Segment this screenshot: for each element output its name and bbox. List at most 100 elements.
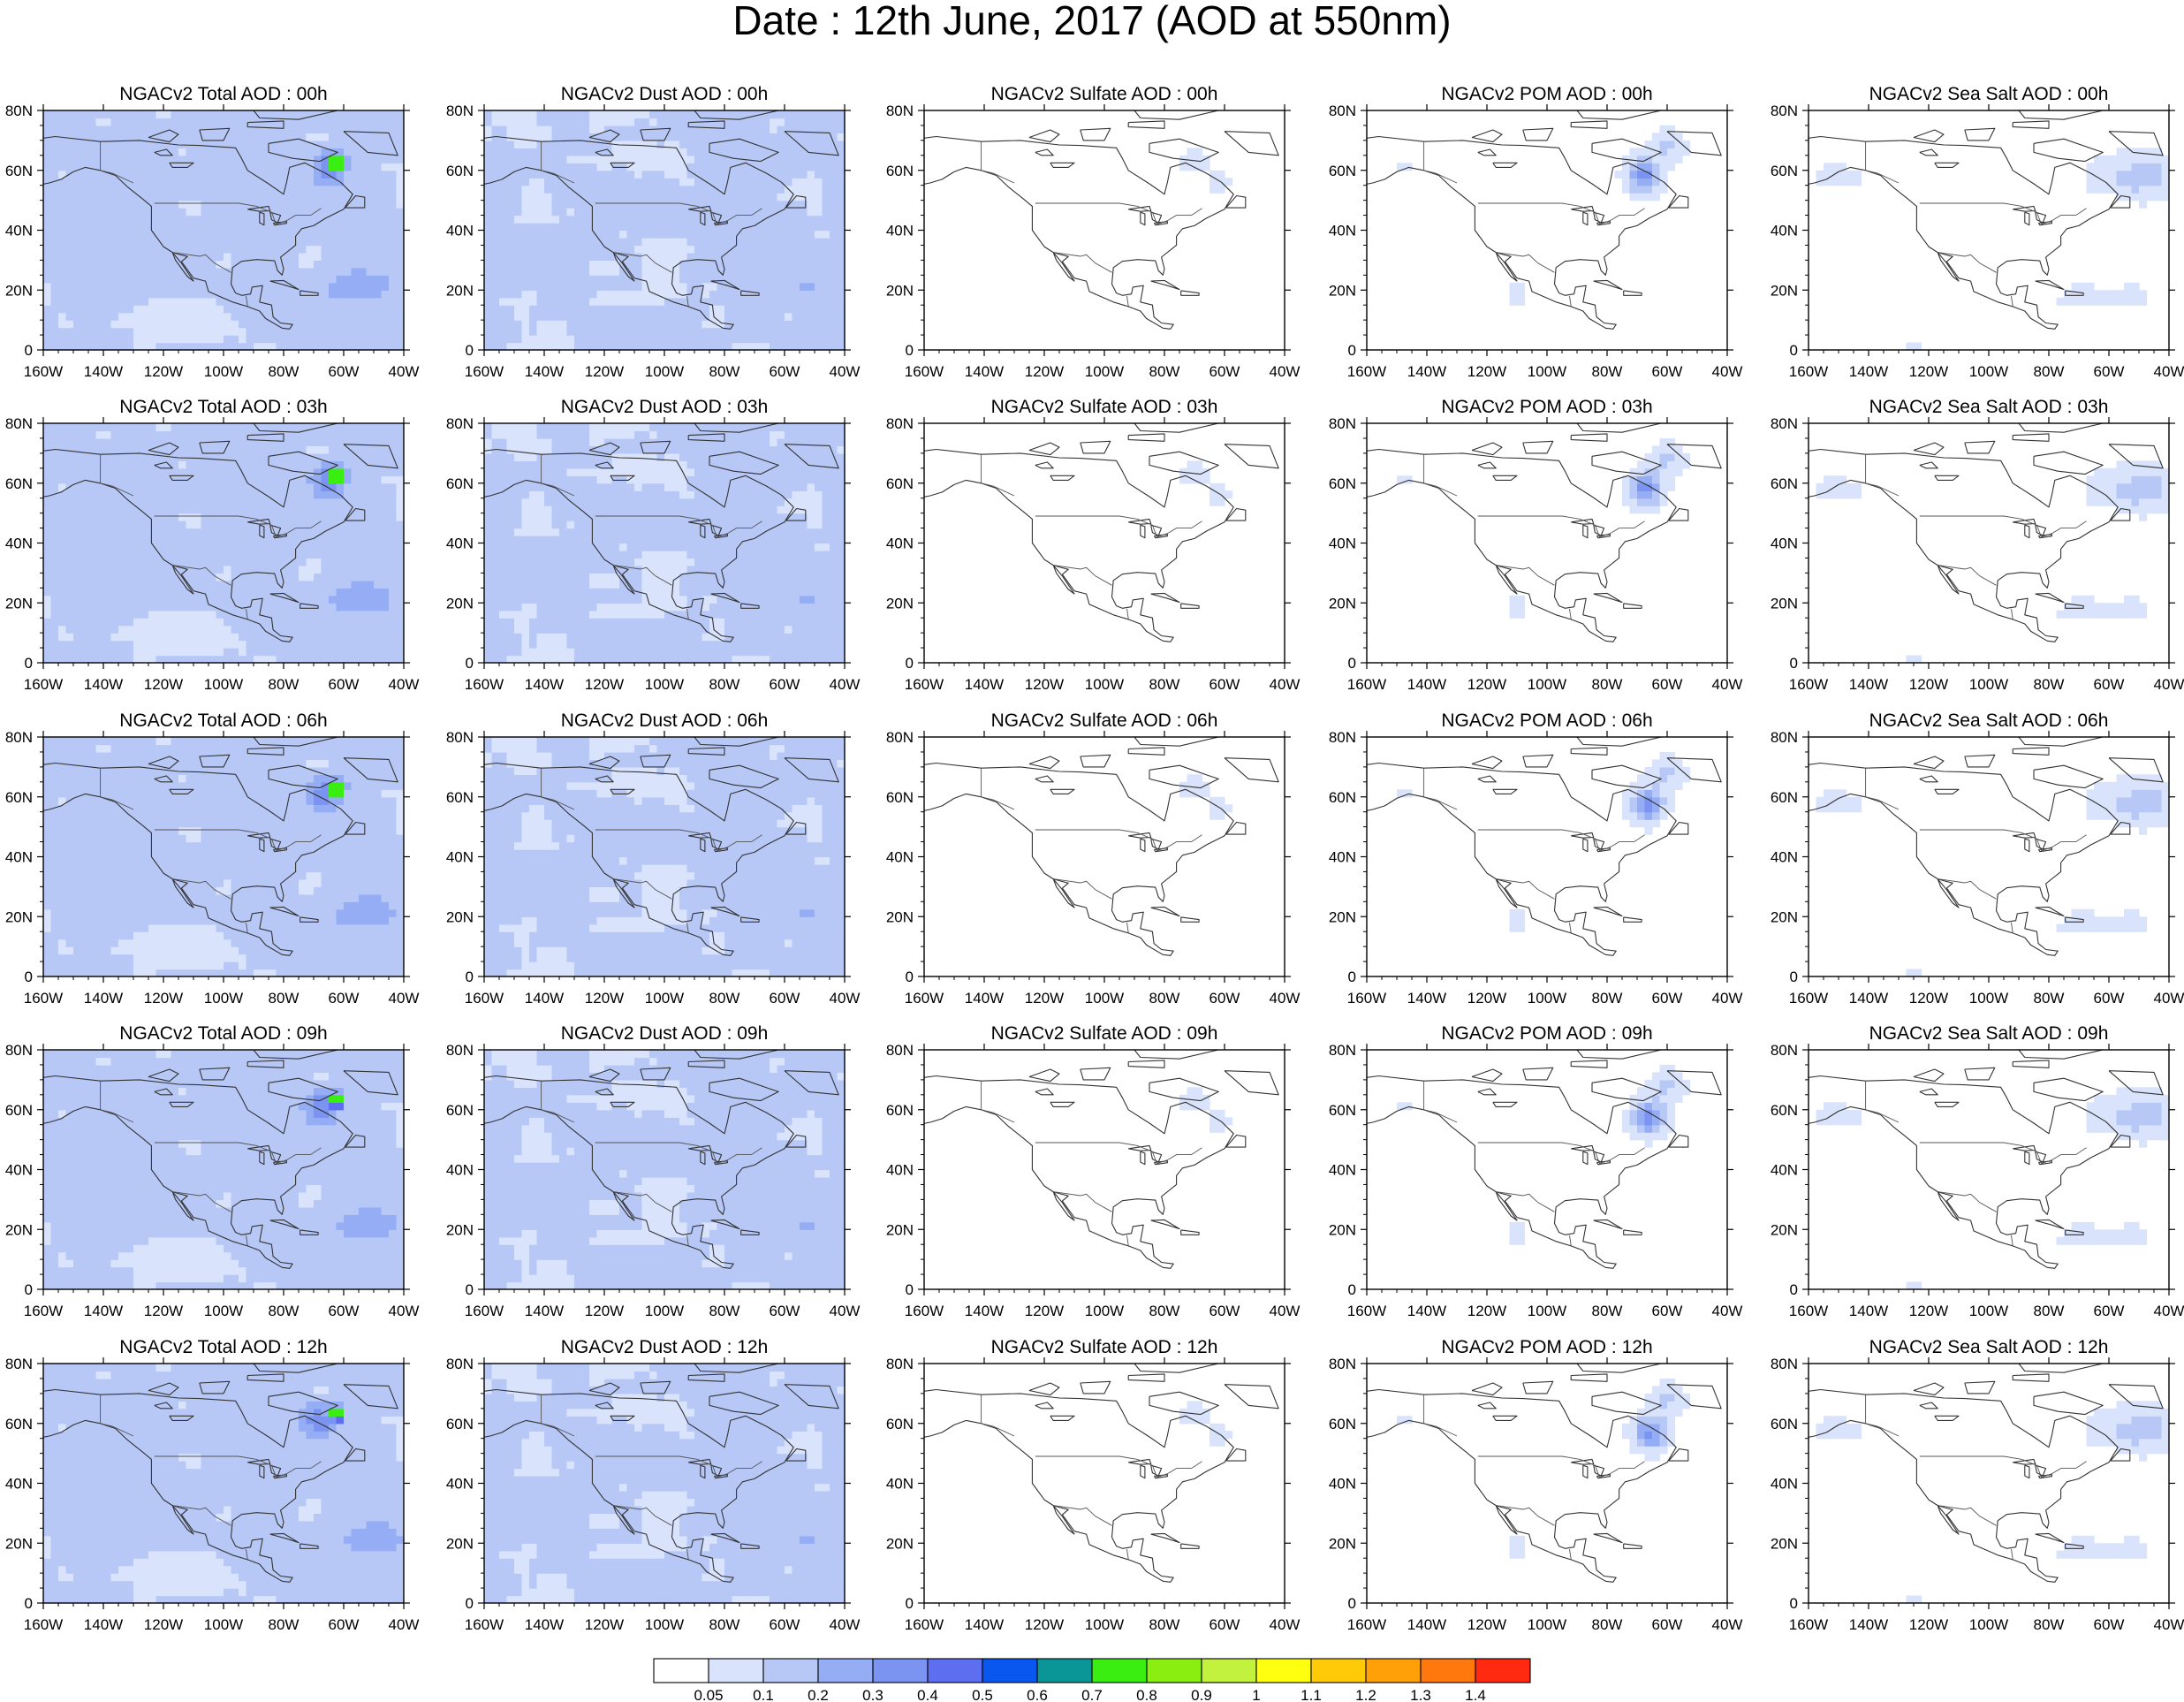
x-tick-label: 160W — [905, 363, 944, 380]
x-tick-label: 140W — [525, 363, 564, 380]
y-tick-label: 40N — [1329, 1162, 1356, 1179]
coastlines — [43, 1364, 398, 1583]
x-tick-label: 100W — [1085, 363, 1124, 380]
coastlines — [924, 1364, 1279, 1583]
panel-frame — [923, 736, 1285, 977]
y-tick-label: 20N — [1329, 1535, 1356, 1552]
panel-title: NGACv2 Dust AOD : 00h — [561, 84, 769, 104]
x-tick-label: 80W — [1592, 676, 1623, 693]
aod-field — [484, 110, 845, 350]
x-tick-label: 160W — [24, 1616, 63, 1633]
y-tick-label: 20N — [886, 908, 914, 925]
y-tick-label: 80N — [886, 1042, 914, 1059]
x-tick-label: 160W — [1347, 990, 1386, 1007]
y-tick-label: 80N — [886, 729, 914, 746]
aod-field — [1179, 1087, 1233, 1133]
x-tick-label: 160W — [905, 990, 944, 1007]
x-tick-label: 60W — [1652, 363, 1683, 380]
y-tick-label: 0 — [1348, 342, 1356, 359]
colorbar-label: 0.7 — [1081, 1687, 1103, 1702]
x-tick-label: 80W — [269, 676, 300, 693]
y-tick-label: 20N — [1329, 1221, 1356, 1238]
y-tick-label: 80N — [5, 729, 33, 746]
x-tick-label: 80W — [2034, 990, 2065, 1007]
x-tick-label: 60W — [329, 1616, 360, 1633]
y-tick-label: 40N — [446, 1162, 474, 1179]
y-tick-label: 80N — [5, 1042, 33, 1059]
map-panel: 160W 140W 120W 100W 80W 60W 40W 0 20N 40N 60N 80N NG… — [5, 710, 420, 1007]
panel-title: NGACv2 POM AOD : 12h — [1441, 1337, 1652, 1357]
aod-field — [43, 1364, 404, 1603]
coastlines — [1367, 110, 1722, 330]
x-tick-label: 120W — [1909, 1616, 1948, 1633]
y-tick-label: 80N — [446, 1042, 474, 1059]
colorbar-swatch — [982, 1658, 1038, 1683]
x-tick-label: 40W — [1270, 1616, 1301, 1633]
aod-field — [1397, 751, 1691, 932]
x-tick-label: 120W — [585, 1303, 624, 1319]
y-tick-label: 40N — [886, 1162, 914, 1179]
panel-title: NGACv2 POM AOD : 00h — [1441, 84, 1652, 104]
x-tick-label: 80W — [709, 363, 740, 380]
panel-title: NGACv2 Total AOD : 06h — [119, 710, 327, 731]
x-tick-label: 160W — [905, 676, 944, 693]
x-tick-label: 60W — [2094, 990, 2125, 1007]
y-tick-label: 80N — [1771, 415, 1798, 432]
map-panel: 160W 140W 120W 100W 80W 60W 40W 0 20N 40N 60N 80N NG… — [886, 397, 1301, 693]
y-tick-label: 80N — [1329, 1042, 1356, 1059]
y-tick-label: 40N — [1771, 223, 1798, 239]
y-tick-label: 20N — [5, 282, 33, 299]
x-tick-label: 40W — [2154, 990, 2184, 1007]
y-tick-label: 20N — [886, 282, 914, 299]
map-panel: 160W 140W 120W 100W 80W 60W 40W 0 20N 40N 60N 80N NG… — [1771, 84, 2184, 380]
aod-field — [1179, 460, 1233, 506]
aod-field — [1397, 125, 1691, 306]
coastlines — [1809, 110, 2164, 330]
x-tick-label: 80W — [269, 363, 300, 380]
panel-frame — [1808, 1049, 2170, 1290]
x-tick-label: 140W — [525, 676, 564, 693]
x-tick-label: 40W — [1712, 990, 1743, 1007]
x-tick-label: 80W — [709, 990, 740, 1007]
y-tick-label: 80N — [446, 729, 474, 746]
x-tick-label: 60W — [1210, 363, 1240, 380]
x-tick-label: 160W — [24, 1303, 63, 1319]
y-tick-label: 80N — [446, 415, 474, 432]
x-tick-label: 160W — [465, 990, 504, 1007]
x-tick-label: 40W — [2154, 1303, 2184, 1319]
aod-field — [1397, 1378, 1691, 1559]
x-tick-label: 120W — [1467, 363, 1506, 380]
map-panel: 160W 140W 120W 100W 80W 60W 40W 0 20N 40N 60N 80N NG… — [1329, 84, 1743, 380]
x-tick-label: 100W — [1528, 1616, 1566, 1633]
y-tick-label: 40N — [886, 536, 914, 552]
panel-title: NGACv2 Dust AOD : 09h — [561, 1023, 769, 1044]
x-tick-label: 140W — [965, 1616, 1004, 1633]
x-tick-label: 40W — [1270, 990, 1301, 1007]
panel-title: NGACv2 Sulfate AOD : 00h — [991, 84, 1218, 104]
colorbar-swatch — [927, 1658, 983, 1683]
x-tick-label: 100W — [1528, 1303, 1566, 1319]
map-panel: 160W 140W 120W 100W 80W 60W 40W 0 20N 40N 60N 80N NG… — [1329, 1337, 1743, 1633]
y-tick-label: 20N — [1329, 595, 1356, 612]
map-panel: 160W 140W 120W 100W 80W 60W 40W 0 20N 40N 60N 80N NG… — [886, 1337, 1301, 1633]
x-tick-label: 160W — [1789, 676, 1828, 693]
map-panel: 160W 140W 120W 100W 80W 60W 40W 0 20N 40N 60N 80N NG… — [446, 84, 861, 380]
y-tick-label: 0 — [25, 1281, 33, 1298]
x-tick-label: 140W — [1407, 1303, 1446, 1319]
panel-title: NGACv2 Sea Salt AOD : 09h — [1869, 1023, 2109, 1044]
coastlines — [484, 1050, 839, 1269]
y-tick-label: 60N — [886, 789, 914, 806]
y-tick-label: 0 — [466, 1281, 474, 1298]
y-tick-label: 20N — [1771, 282, 1798, 299]
y-tick-label: 40N — [886, 849, 914, 866]
y-tick-label: 80N — [446, 1356, 474, 1372]
y-tick-label: 80N — [5, 415, 33, 432]
x-tick-label: 80W — [1592, 363, 1623, 380]
x-tick-label: 60W — [1210, 1303, 1240, 1319]
y-tick-label: 0 — [1790, 1281, 1798, 1298]
x-tick-label: 120W — [1909, 990, 1948, 1007]
colorbar-swatch — [1091, 1658, 1148, 1683]
colorbar-label: 0.8 — [1136, 1687, 1157, 1702]
x-tick-label: 140W — [84, 990, 123, 1007]
